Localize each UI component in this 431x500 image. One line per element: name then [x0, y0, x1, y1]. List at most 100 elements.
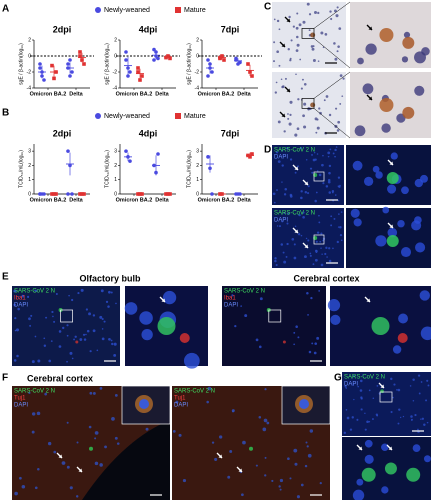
nucleus [325, 246, 328, 250]
panel-label: D [264, 145, 271, 156]
stained-cell [406, 467, 421, 482]
nucleus [75, 495, 79, 498]
stained-cell [402, 106, 415, 119]
nucleus [66, 465, 70, 469]
nucleus [328, 247, 331, 250]
zoom-line [313, 71, 351, 99]
nucleus [289, 57, 292, 60]
nucleus [364, 428, 367, 431]
legend-marker [175, 113, 181, 119]
nucleus [296, 495, 300, 499]
nucleus [320, 232, 323, 235]
nucleus [339, 102, 342, 105]
nucleus [334, 148, 337, 152]
data-point [124, 58, 128, 62]
nucleus [316, 126, 320, 130]
channel-label: SARS-CoV 2 N [344, 375, 385, 381]
y-tick-label: 2 [114, 163, 117, 169]
nucleus [108, 337, 111, 341]
nucleus [31, 430, 35, 434]
y-tick-label: 0 [196, 191, 199, 197]
nucleus [305, 237, 308, 240]
nucleus [414, 413, 417, 417]
nucleus [412, 400, 415, 402]
nucleus [283, 130, 286, 133]
nucleus [258, 416, 262, 419]
nucleus [335, 107, 338, 110]
nucleus [311, 171, 314, 174]
nucleus [281, 220, 284, 223]
data-point [38, 62, 42, 66]
y-tick-label: 1 [28, 177, 31, 183]
nucleus [14, 329, 17, 332]
nucleus [292, 25, 295, 28]
panel-label: E [2, 272, 9, 283]
nucleus [427, 384, 430, 387]
nucleus [275, 151, 279, 154]
nucleus [340, 239, 343, 242]
nucleus [317, 60, 320, 62]
nucleus [340, 211, 343, 213]
nucleus [411, 419, 413, 421]
arrow-head [218, 454, 222, 458]
nucleus [92, 391, 96, 395]
nucleus [315, 249, 317, 252]
nucleus [286, 222, 289, 225]
nucleus [110, 339, 113, 342]
zoom-box [301, 98, 315, 109]
micrograph [272, 145, 344, 205]
nucleus [306, 2, 310, 6]
nucleus [312, 263, 315, 266]
nucleus [375, 235, 387, 247]
nucleus [293, 256, 297, 260]
nucleus [289, 158, 293, 161]
nucleus [314, 117, 318, 121]
nucleus [211, 441, 215, 444]
image-title: Cerebral cortex [27, 373, 93, 383]
channel-label: SARS-CoV 2 N [274, 211, 315, 217]
nucleus [289, 195, 293, 198]
nucleus [319, 111, 322, 115]
data-point [38, 66, 42, 70]
y-axis-label: sgE / β-actin(log₁₀) [104, 43, 110, 85]
nucleus [66, 324, 69, 327]
nucleus [309, 252, 312, 255]
nucleus [295, 49, 299, 52]
nucleus [85, 308, 89, 311]
nucleus [311, 342, 314, 345]
nucleus [318, 221, 321, 224]
nucleus [375, 171, 383, 179]
nucleus [412, 444, 421, 453]
stained-cell [310, 102, 316, 108]
nucleus [330, 224, 333, 227]
nucleus [37, 468, 40, 471]
nucleus [366, 420, 369, 424]
nucleus [69, 486, 73, 490]
nucleus [283, 260, 287, 264]
channel-label: Iba1 [14, 296, 26, 302]
nucleus [354, 125, 366, 137]
zoom-box [379, 391, 393, 403]
nucleus [364, 439, 373, 448]
nucleus [294, 462, 298, 466]
data-point [42, 78, 46, 82]
nucleus [273, 201, 276, 204]
nucleus [99, 463, 103, 467]
nucleus [396, 388, 398, 391]
nucleus [356, 478, 364, 486]
nucleus [289, 477, 292, 480]
nucleus [305, 158, 308, 161]
nucleus [315, 191, 318, 194]
data-point [70, 70, 74, 74]
nucleus [302, 20, 306, 24]
nucleus [315, 240, 318, 243]
nucleus [319, 482, 322, 485]
nucleus [96, 349, 99, 352]
nucleus [306, 291, 309, 295]
nucleus [286, 242, 289, 246]
nucleus [288, 15, 291, 19]
nucleus [241, 493, 244, 497]
nucleus [322, 182, 325, 185]
nucleus [293, 448, 298, 453]
micrograph [222, 286, 326, 366]
